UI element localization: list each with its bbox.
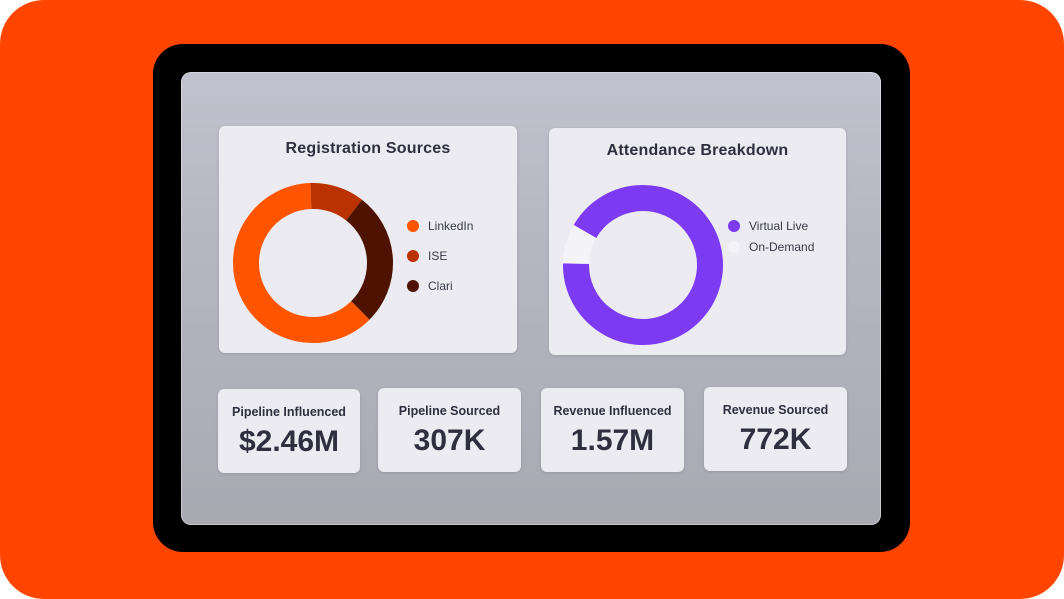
- legend-label-virtual-live: Virtual Live: [749, 219, 809, 233]
- metric-value: 1.57M: [570, 424, 655, 457]
- legend-label-ise: ISE: [428, 249, 448, 263]
- metric-label: Pipeline Influenced: [232, 405, 346, 419]
- legend-dot-icon: [728, 220, 740, 232]
- registration-sources-title: Registration Sources: [285, 140, 451, 157]
- metric-value: 307K: [413, 424, 486, 457]
- donut-slice-virtual-live: [563, 185, 723, 345]
- legend-dot-icon: [407, 280, 419, 292]
- donut-slice-on-demand: [563, 225, 597, 265]
- attendance-breakdown-card: Attendance Breakdown Virtual Live On-Dem…: [549, 128, 846, 355]
- metric-value: 772K: [739, 423, 812, 456]
- legend-label-clari: Clari: [428, 279, 453, 293]
- registration-donut-chart: [233, 183, 393, 343]
- legend-dot-icon: [407, 220, 419, 232]
- registration-sources-card: Registration Sources LinkedIn ISE Clari: [219, 126, 517, 353]
- legend-dot-icon: [728, 241, 740, 253]
- metric-value: $2.46M: [238, 425, 340, 458]
- attendance-breakdown-title: Attendance Breakdown: [606, 142, 789, 159]
- legend-label-linkedin: LinkedIn: [428, 219, 474, 233]
- donut-slice-ise: [310, 183, 363, 221]
- metric-card-revenue-influenced: Revenue Influenced 1.57M: [541, 388, 684, 472]
- metric-card-revenue-sourced: Revenue Sourced 772K: [704, 387, 847, 471]
- metric-label: Pipeline Sourced: [398, 404, 501, 418]
- donut-slice-linkedin: [233, 183, 370, 343]
- metric-label: Revenue Sourced: [722, 403, 829, 417]
- metric-card-pipeline-influenced: Pipeline Influenced $2.46M: [218, 389, 360, 473]
- legend-dot-icon: [407, 250, 419, 262]
- attendance-donut-chart: [563, 185, 723, 345]
- donut-slice-clari: [345, 199, 393, 320]
- metric-label: Revenue Influenced: [553, 404, 672, 418]
- legend-label-on-demand: On-Demand: [749, 240, 815, 254]
- metric-card-pipeline-sourced: Pipeline Sourced 307K: [378, 388, 521, 472]
